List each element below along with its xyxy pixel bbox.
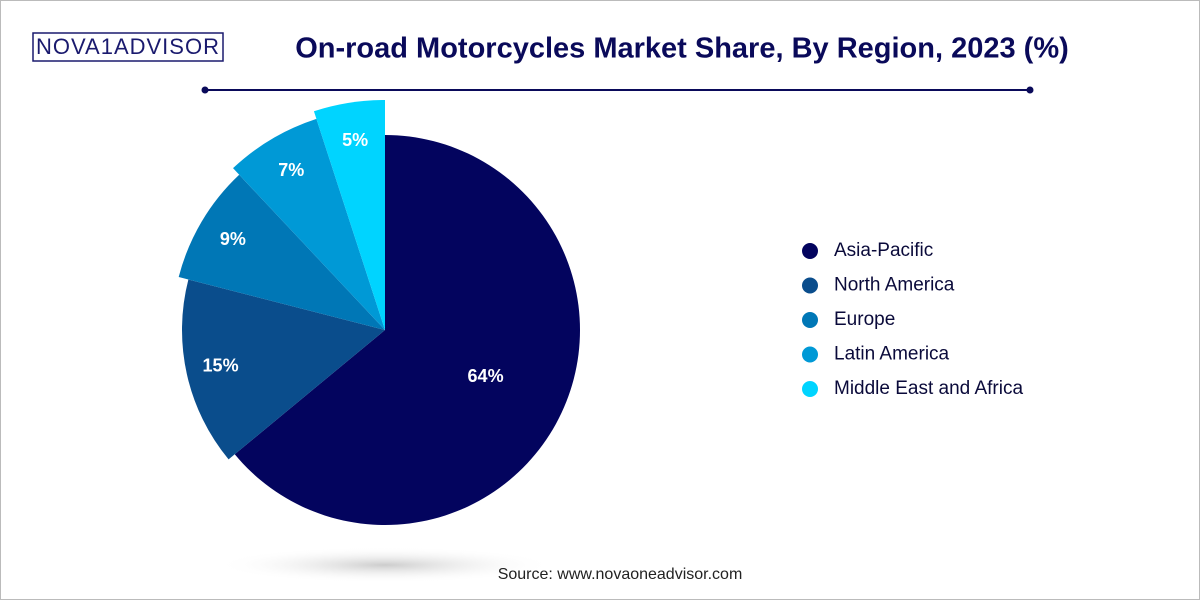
data-label: 5% — [342, 130, 368, 150]
legend-label: Europe — [834, 309, 895, 330]
rule-dot — [201, 86, 209, 94]
legend-marker — [802, 243, 818, 259]
pie-slice — [234, 135, 580, 526]
source: Source: www.novaoneadvisor.com — [498, 566, 743, 583]
legend-marker — [802, 312, 818, 328]
legend-label: Latin America — [834, 344, 950, 365]
logo: NOVA1ADVISOR — [36, 34, 220, 59]
data-label: 7% — [278, 160, 304, 180]
data-label: 64% — [468, 366, 504, 386]
legend-label: Asia-Pacific — [834, 240, 933, 261]
logo-box — [32, 32, 224, 62]
legend-label: North America — [834, 275, 955, 296]
pie-slice — [182, 279, 385, 460]
legend-marker — [802, 381, 818, 397]
rule-dot — [1026, 86, 1034, 94]
pie-slice — [233, 118, 385, 331]
pie-slice — [313, 100, 385, 330]
legend-label: Middle East and Africa — [834, 378, 1023, 399]
pie-slice — [178, 174, 385, 330]
pie-shadow — [215, 547, 555, 583]
legend-marker — [802, 346, 818, 363]
data-label: 15% — [203, 356, 239, 376]
chart-title: On-road Motorcycles Market Share, By Reg… — [295, 33, 1069, 65]
data-label: 9% — [220, 229, 246, 249]
legend-marker — [802, 277, 818, 294]
